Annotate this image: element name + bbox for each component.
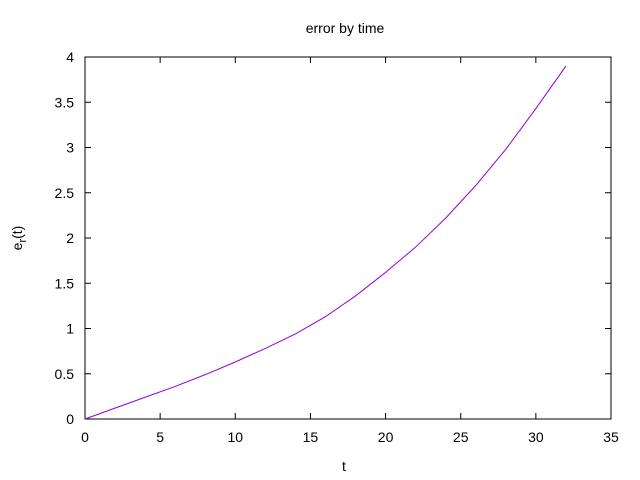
y-tick-label: 3.5 xyxy=(55,94,75,110)
y-tick-label: 2.5 xyxy=(55,185,75,201)
series-layer xyxy=(84,65,567,420)
x-axis-label: t xyxy=(342,458,346,474)
y-axis: 0 0.5 1 1.5 2 2.5 3 3.5 4 xyxy=(55,49,611,427)
x-tick-label: 15 xyxy=(303,429,319,445)
y-tick-label: 3 xyxy=(66,140,74,156)
y-tick-label: 0 xyxy=(66,411,74,427)
y-tick-label: 1 xyxy=(66,321,74,337)
x-tick-label: 20 xyxy=(378,429,394,445)
x-tick-label: 0 xyxy=(81,429,89,445)
y-tick-label: 0.5 xyxy=(55,366,75,382)
x-axis: 0 5 10 15 20 25 30 35 xyxy=(81,57,619,445)
y-tick-label: 4 xyxy=(66,49,74,65)
y-axis-label-suffix: (t) xyxy=(9,226,25,239)
series-line xyxy=(84,65,567,420)
y-axis-label-subscript: r xyxy=(17,239,29,243)
y-tick-label: 1.5 xyxy=(55,275,75,291)
x-tick-label: 5 xyxy=(156,429,164,445)
x-tick-label: 25 xyxy=(453,429,469,445)
x-tick-label: 35 xyxy=(603,429,619,445)
y-axis-label-base: e xyxy=(9,242,25,250)
x-tick-label: 30 xyxy=(528,429,544,445)
plot-frame xyxy=(84,56,612,420)
x-tick-label: 10 xyxy=(227,429,243,445)
y-tick-label: 2 xyxy=(66,230,74,246)
y-axis-label: er(t) xyxy=(9,226,29,251)
chart-title: error by time xyxy=(306,20,385,36)
